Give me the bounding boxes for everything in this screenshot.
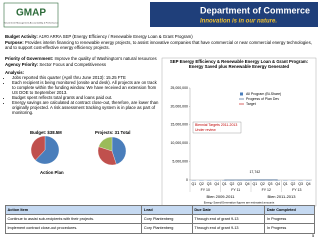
cell: Through end of grant 9-13 — [191, 223, 266, 234]
label: Purpose: — [5, 40, 24, 45]
agency-name: Department of Commerce — [200, 5, 310, 15]
chart: 0 5,000,000 10,000,000 15,000,000 20,000,000… — [170, 86, 312, 205]
fiscal-year-label: FY 13 — [292, 188, 301, 192]
analysis: Analysis:Jobs reported this quarter (Apr… — [5, 70, 161, 115]
biennium-label: Bien 2009-2011 — [207, 194, 236, 199]
legend-label: Target — [246, 102, 256, 106]
bullet: Each recipient is being monitored (onsit… — [12, 80, 161, 95]
annotation: Biennial Targets 2011-2013 — [195, 123, 237, 127]
pie-slice — [111, 136, 127, 165]
header-cell: Action Item — [4, 204, 143, 216]
pie-title: Projects: 31 Total — [95, 130, 131, 135]
x-tick-label: Q3 — [268, 182, 273, 186]
x-tick-label: Q1 — [283, 182, 288, 186]
cell: In Progress — [264, 223, 315, 234]
cell: Continue to assist sub-recipients with t… — [4, 214, 143, 225]
page-number: 5 — [312, 233, 315, 238]
action-plan-table: Action Item Lead Due Date Date Completed Con… — [4, 204, 315, 234]
x-tick-label: Q3 — [237, 182, 242, 186]
y-tick-label: 0 — [186, 178, 188, 182]
biennium-label: Bien 2011-2013 — [268, 194, 297, 199]
value-label: 17,742 — [249, 170, 260, 174]
y-tick-label: 20,000,000 — [170, 104, 188, 108]
x-tick-label: Q1 — [222, 182, 227, 186]
label: Budget Activity: — [5, 34, 38, 39]
x-tick-label: Q3 — [207, 182, 212, 186]
x-tick-label: Q4 — [306, 182, 311, 186]
chart-title: SEP Energy Efficiency & Renewable Energy… — [169, 59, 309, 69]
fiscal-year-label: FY 11 — [231, 188, 240, 192]
legend-swatch — [240, 92, 243, 96]
pie-title: Budget: $38.5M — [30, 130, 62, 135]
y-tick-label: 10,000,000 — [170, 141, 188, 145]
legend-label: All Program (Bi-Share) — [246, 92, 281, 96]
x-tick-label: Q2 — [291, 182, 296, 186]
cell: Cory Plantenberg — [141, 223, 193, 234]
header-cell: Due Date — [191, 204, 266, 216]
annotation-box — [192, 121, 242, 134]
budget-activity: Budget Activity: A1#0 ARRA SEP (Energy E… — [5, 34, 315, 39]
agency-banner — [150, 2, 318, 27]
row: Continue to assist sub-recipients with t… — [4, 214, 315, 225]
label: Agency Priority: — [5, 62, 39, 67]
logo: GMAP — [16, 8, 46, 19]
legend-label: Progress of Plan Dev — [246, 97, 279, 101]
logo-sub: Government Management Accountability & P… — [4, 22, 59, 25]
cell: Cory Plantenberg — [141, 214, 193, 225]
tagline: Innovation is in our nature. — [200, 19, 277, 25]
logo-box — [3, 2, 59, 28]
bullets: Jobs reported this quarter (April thru J… — [5, 75, 161, 115]
purpose: Purpose: Provides interim financing to r… — [5, 40, 315, 50]
x-tick-label: Q2 — [199, 182, 204, 186]
header-row: Action Item Lead Due Date Date Completed — [4, 204, 315, 216]
x-tick-label: Q3 — [298, 182, 303, 186]
y-tick-label: 5,000,000 — [172, 160, 188, 164]
cell: In Progress — [264, 214, 315, 225]
pie-slice — [30, 135, 46, 161]
x-tick-label: Q1 — [252, 182, 257, 186]
x-tick-label: Q4 — [245, 182, 250, 186]
y-tick-label: 25,000,000 — [170, 86, 188, 90]
pie-slice — [97, 146, 117, 166]
pie-slice — [98, 136, 113, 152]
text: Sector Focus and Competitiveness — [39, 62, 107, 67]
text: Improve the quality of Washington's natu… — [54, 56, 157, 61]
chart-note: Energy Saved/Generation figures are esti… — [204, 201, 275, 205]
x-tick-label: Q2 — [230, 182, 235, 186]
bullet: Energy savings are calculated at contrac… — [12, 100, 161, 115]
text: Provides interim financing to renewable … — [5, 40, 312, 50]
label: Priority of Government: — [5, 56, 54, 61]
x-tick-label: Q2 — [260, 182, 265, 186]
pies: Budget: $38.5M Projects: 31 Total — [30, 130, 131, 166]
header-cell: Lead — [141, 204, 193, 216]
action-plan-title: Action Plan — [40, 170, 64, 175]
bullet: Budget spent reflects total grants and l… — [12, 95, 161, 100]
text: A1#0 ARRA SEP (Energy Efficiency / Renew… — [38, 34, 193, 39]
x-tick-label: Q4 — [275, 182, 280, 186]
fiscal-year-label: FY 12 — [262, 188, 271, 192]
x-tick-label: Q1 — [191, 182, 196, 186]
cell: Through end of grant 9-13 — [191, 214, 266, 225]
x-tick-label: Q4 — [214, 182, 219, 186]
row: Implement contract close-out procedures.… — [4, 223, 315, 234]
bullet: Jobs reported this quarter (April thru J… — [12, 75, 161, 80]
annotation: Under review — [195, 128, 216, 132]
header-cell: Date Completed — [264, 204, 315, 216]
agency-priority: Agency Priority: Sector Focus and Compet… — [5, 62, 161, 67]
priority-of-government: Priority of Government: Improve the qual… — [5, 56, 161, 61]
cell: Implement contract close-out procedures. — [4, 223, 143, 234]
label: Analysis: — [5, 70, 25, 75]
pie-slice — [35, 135, 60, 165]
fiscal-year-label: FY 10 — [201, 188, 210, 192]
y-tick-label: 15,000,000 — [170, 123, 188, 127]
